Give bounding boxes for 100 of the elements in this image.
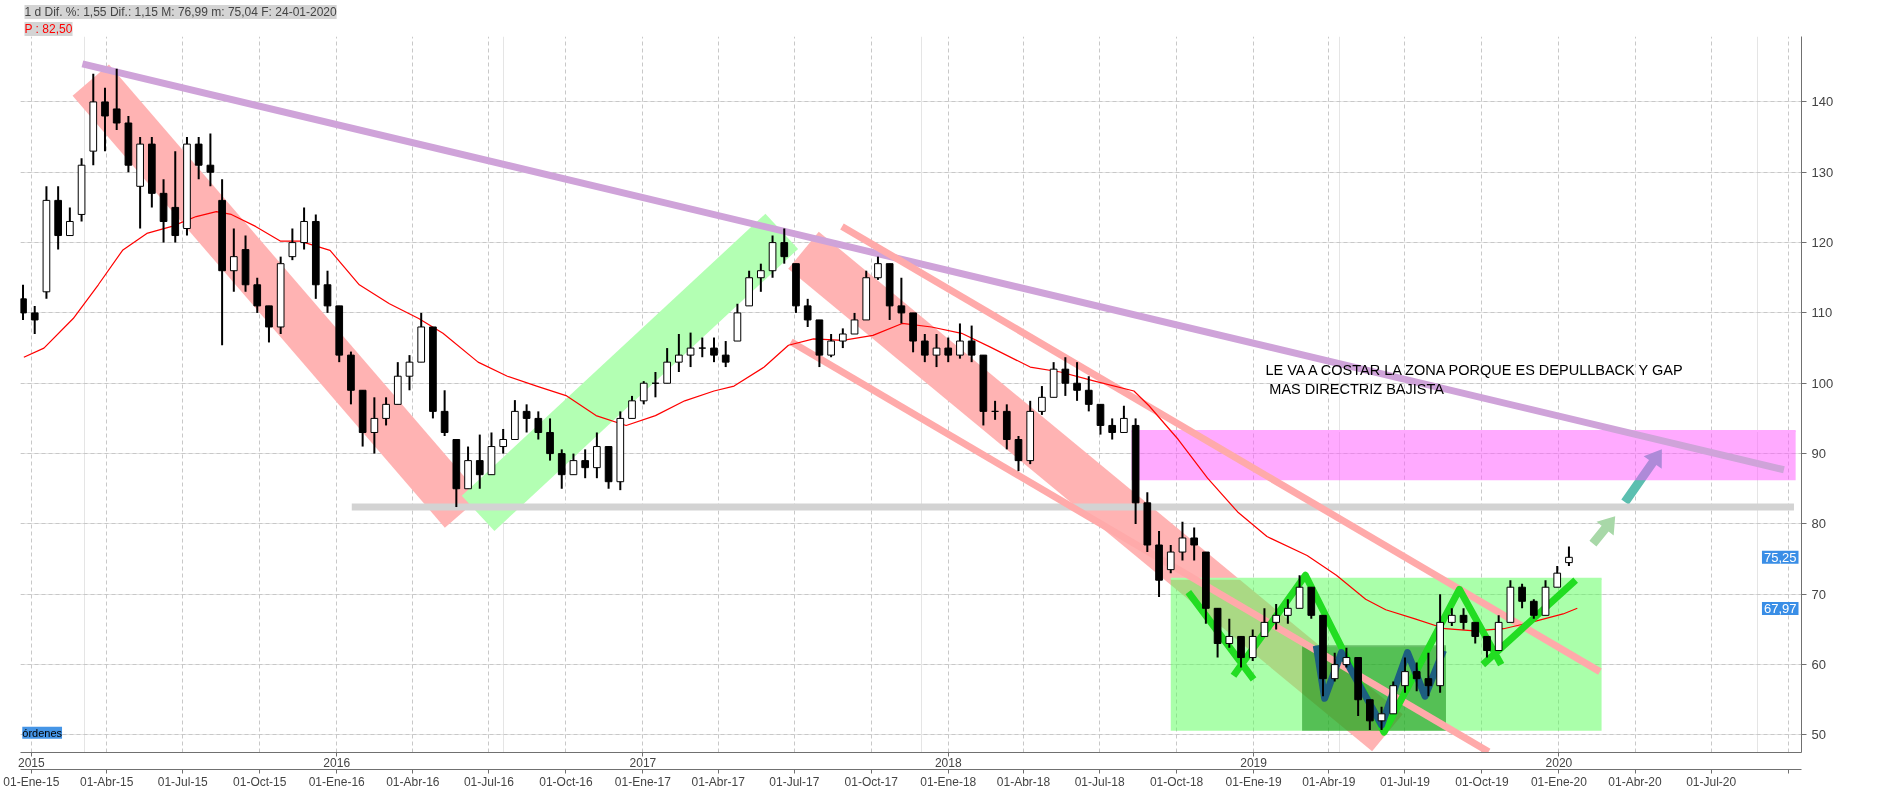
candlestick [1424, 651, 1433, 698]
candlestick [323, 269, 332, 314]
candlestick [1038, 385, 1046, 416]
candlestick [370, 396, 379, 455]
candlestick [1518, 582, 1526, 610]
x-tick-label: 01-Oct-15 [233, 774, 287, 789]
x-tick-label: 01-Jul-18 [1074, 774, 1125, 789]
x2-tick-label: 2017 [629, 755, 657, 770]
candlestick [1190, 526, 1199, 562]
x-tick-label: 01-Oct-16 [539, 774, 593, 789]
candlestick [686, 331, 695, 369]
y-tick-label: 110 [1811, 305, 1833, 321]
candlestick [1178, 520, 1187, 562]
x-tick-label: 01-Jul-17 [769, 774, 820, 789]
candlestick [101, 86, 109, 153]
candlestick [944, 336, 953, 364]
x2-tick-label: 2016 [323, 755, 351, 770]
candlestick [112, 67, 121, 132]
candlestick [534, 410, 543, 441]
x2-tick-label: 2020 [1545, 755, 1573, 770]
candlestick [1014, 435, 1023, 473]
candlestick [382, 396, 390, 427]
candlestick [756, 262, 765, 293]
x-tick-label: 01-Ene-17 [614, 774, 672, 789]
candlestick [253, 276, 262, 314]
candlestick [710, 336, 718, 364]
candlestick [780, 227, 789, 265]
candlestick [1330, 651, 1339, 683]
candlestick [721, 340, 730, 369]
y-tick-label: 130 [1811, 164, 1834, 180]
candlestick [1412, 661, 1421, 693]
candlestick [265, 304, 273, 344]
candlestick [593, 431, 601, 480]
candlestick [499, 427, 508, 455]
x-tick-label: 01-Oct-17 [844, 774, 899, 789]
candlestick [1295, 574, 1304, 610]
candlestick [1108, 417, 1117, 441]
x-tick-label: 01-Abr-15 [79, 774, 134, 789]
candlestick [1237, 635, 1245, 669]
x-tick-label: 01-Abr-18 [996, 774, 1051, 789]
candlestick [440, 389, 449, 437]
candlestick [1377, 705, 1386, 731]
candlestick [475, 433, 484, 490]
chart-title: 1 d Dif. %: 1,55 Dif.: 1,15 M: 76,99 m: 75,04 F: 24-01-2020 [24, 5, 337, 19]
candlestick [1284, 598, 1292, 625]
candlestick [229, 227, 238, 293]
candlestick [1120, 404, 1128, 434]
x-tick-label: 01-Ene-19 [1225, 774, 1282, 789]
candlestick [850, 311, 859, 336]
x-tick-label: 01-Abr-17 [691, 774, 746, 789]
candlestick [546, 417, 554, 462]
candlestick [628, 394, 636, 420]
x-tick-label: 01-Abr-19 [1302, 774, 1356, 789]
annotation: 75,25 [1763, 549, 1797, 565]
x-tick-label: 01-Jul-20 [1686, 774, 1737, 789]
x-tick-label: 01-Jul-16 [463, 774, 515, 789]
candlestick [1483, 635, 1491, 659]
candlestick [827, 333, 835, 359]
candlestick [557, 448, 566, 490]
candlestick [698, 336, 707, 359]
candlestick [1401, 656, 1409, 694]
candlestick [194, 136, 203, 181]
x-tick-label: 01-Jul-15 [157, 774, 209, 789]
x2-tick-label: 2015 [18, 755, 46, 770]
x2-tick-label: 2019 [1240, 755, 1268, 770]
y-tick-label: 90 [1811, 446, 1826, 462]
x2-tick-label: 2018 [934, 755, 962, 770]
candlestick [803, 297, 812, 328]
y-tick-label: 100 [1811, 375, 1834, 391]
candlestick [206, 132, 215, 188]
candlestick [1529, 598, 1538, 620]
candlestick [1366, 698, 1374, 731]
x-tick-label: 01-Jul-19 [1379, 774, 1431, 789]
candlestick [1166, 544, 1175, 575]
candlestick [663, 347, 671, 385]
candlestick [874, 255, 882, 281]
candlestick [1073, 361, 1081, 402]
candlestick [1084, 375, 1093, 413]
x-tick-label: 01-Oct-19 [1455, 774, 1509, 789]
candlestick [1096, 403, 1105, 436]
candlestick [300, 206, 308, 251]
x-tick-label: 01-Ene-15 [3, 774, 60, 789]
chart-subtitle: P : 82,50 [24, 22, 73, 36]
candlestick [1225, 617, 1234, 649]
candlestick [967, 324, 976, 364]
candlestick [1248, 628, 1257, 663]
y-tick-label: 60 [1811, 657, 1826, 673]
x-tick-label: 01-Ene-20 [1530, 774, 1588, 789]
y-tick-label: 70 [1811, 586, 1826, 602]
annotation: órdenes [22, 726, 63, 739]
candlestick [20, 283, 27, 321]
annotation: LE VA A COSTAR LA ZONA PORQUE ES DEPULLBACK Y GAP [1265, 362, 1683, 379]
y-tick-label: 120 [1811, 235, 1834, 251]
x-tick-label: 01-Oct-18 [1149, 774, 1204, 789]
candlestick [569, 452, 578, 476]
candlestick [897, 276, 906, 325]
candlestick [405, 354, 414, 392]
candlestick [30, 304, 39, 336]
y-tick-label: 140 [1811, 94, 1834, 110]
candlestick [66, 206, 74, 237]
